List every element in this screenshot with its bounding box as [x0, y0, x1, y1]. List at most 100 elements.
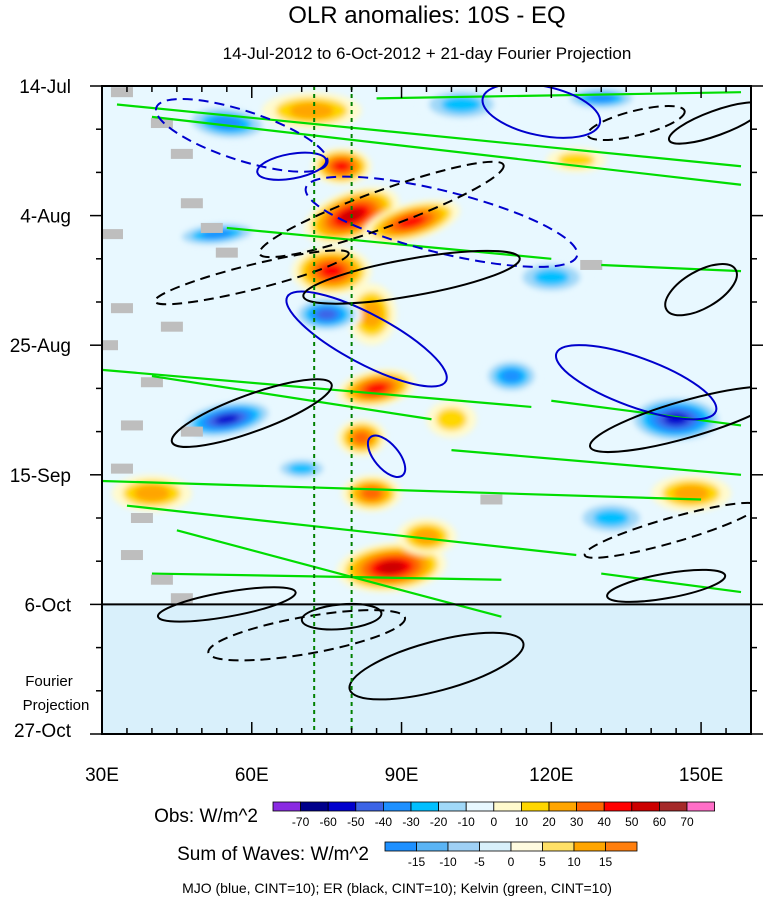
er-contour-10 [302, 249, 521, 305]
obs-legend-swatch-14 [659, 801, 688, 812]
er-contour-19 [664, 263, 738, 317]
waves-legend-label-4: 5 [539, 855, 546, 869]
obs-legend-swatch-11 [576, 801, 605, 812]
anomaly-blob-16-level-5 [214, 414, 239, 425]
projection-field [102, 604, 751, 734]
anomaly-blob-6-level-4 [365, 382, 388, 394]
waves-legend-colorbar: -15 -10 -5 0 5 10 15 [384, 841, 638, 869]
er-contour-7 [586, 105, 686, 142]
kelvin-contour-6 [151, 374, 432, 421]
anomaly-blob-7-level-3 [352, 431, 371, 445]
obs-legend-swatch-3 [355, 801, 384, 812]
obs-legend-swatch-8 [493, 801, 522, 812]
obs-legend-label-9: 20 [542, 815, 556, 829]
anomaly-blob-22-level-1 [436, 407, 467, 431]
kelvin-contour-1 [151, 115, 742, 186]
anomaly-blob-12-level-2 [441, 96, 482, 113]
waves-legend-swatch-0 [384, 841, 417, 852]
er-contour-13 [588, 385, 751, 454]
anomaly-blob-20-level-2 [288, 463, 316, 475]
obs-legend-label-12: 50 [625, 815, 639, 829]
anomaly-blob-15-level-4 [316, 309, 337, 320]
obs-legend-swatch-15 [686, 801, 716, 812]
missing-block-5 [215, 247, 238, 258]
obs-legend-label-5: -20 [430, 815, 448, 829]
obs-legend-colorbar: -70 -60 -50 -40 -30 -20 -10 0 10 20 30 40 50 60 70 [272, 801, 716, 829]
obs-legend-swatch-1 [300, 801, 329, 812]
waves-legend-swatch-5 [542, 841, 575, 852]
anomaly-blob-0-level-2 [289, 102, 334, 119]
kelvin-contour-13 [601, 572, 742, 594]
y-axis: 14-Jul 4-Aug 25-Aug 15-Sep 6-Oct 27-Oct [10, 77, 763, 742]
obs-legend-label-1: -60 [320, 815, 338, 829]
waves-legend-label-3: 0 [508, 855, 515, 869]
anomaly-blob-4-level-4 [320, 264, 344, 279]
y-tick-label-3: 15-Sep [10, 466, 71, 487]
er-contour-15 [156, 586, 297, 623]
footnote: MJO (blue, CINT=10); ER (black, CINT=10)… [182, 880, 612, 896]
waves-legend-swatch-6 [573, 841, 606, 852]
anomaly-blob-23-level-2 [673, 485, 709, 502]
obs-legend-label-13: 60 [653, 815, 667, 829]
obs-legend-label-7: 0 [490, 815, 497, 829]
er-contour-18 [348, 631, 525, 701]
obs-legend-swatch-4 [382, 801, 412, 812]
obs-legend-label-2: -50 [347, 815, 365, 829]
waves-legend-swatch-3 [479, 841, 512, 852]
missing-block-1 [150, 118, 173, 129]
obs-legend-title: Obs: W/m^2 [154, 806, 258, 827]
x-tick-label-4: 150E [679, 765, 723, 786]
waves-legend-swatch-1 [416, 841, 449, 852]
missing-block-11 [120, 420, 143, 431]
mjo-contour-5 [554, 344, 718, 421]
waves-legend: Sum of Waves: W/m^2 -15 -10 -5 0 5 10 15 [177, 841, 638, 869]
y-tick-label-1: 4-Aug [20, 207, 71, 228]
y-tick-label-4: 6-Oct [25, 595, 72, 616]
missing-block-10 [140, 377, 163, 388]
kelvin-contour-8 [126, 504, 577, 557]
obs-legend: Obs: W/m^2 -70 -60 -50 -40 -30 -20 -10 0 10 20 30 4… [154, 801, 716, 829]
waves-legend-label-1: -10 [439, 855, 457, 869]
kelvin-contour-5 [102, 368, 532, 409]
kelvin-contour-3 [376, 91, 742, 100]
waves-legend-title: Sum of Waves: W/m^2 [177, 844, 369, 865]
waves-legend-swatch-7 [605, 841, 638, 852]
projection-label-line2: Projection [23, 697, 90, 714]
anomaly-blob-18-level-2 [533, 269, 570, 286]
wave-contours [153, 86, 751, 701]
anomaly-blob-21-level-2 [593, 509, 629, 527]
missing-block-0 [110, 87, 133, 98]
missing-block-15 [120, 550, 143, 561]
missing-block-14 [130, 513, 153, 523]
missing-block-4 [200, 222, 223, 233]
missing-block-8 [160, 321, 183, 332]
waves-legend-label-0: -15 [408, 855, 426, 869]
mjo-contour-6 [366, 434, 407, 478]
obs-legend-swatch-10 [548, 801, 578, 812]
obs-legend-label-0: -70 [292, 815, 310, 829]
anomaly-blob-1-level-4 [333, 160, 351, 172]
obs-legend-swatch-0 [272, 801, 302, 812]
y-tick-label-2: 25-Aug [10, 336, 71, 357]
er-contour-8 [258, 160, 505, 259]
er-contour-20 [606, 568, 727, 603]
er-contour-11 [667, 101, 751, 145]
chart-subtitle: 14-Jul-2012 to 6-Oct-2012 + 21-day Fouri… [223, 44, 632, 63]
waves-legend-swatch-4 [510, 841, 543, 852]
obs-legend-label-8: 10 [515, 815, 529, 829]
missing-block-7 [110, 303, 133, 314]
mjo-contour-3 [256, 151, 328, 181]
missing-block-3 [180, 198, 203, 209]
missing-block-12 [180, 426, 203, 437]
projection-background [102, 604, 751, 734]
obs-legend-swatch-12 [603, 801, 633, 812]
obs-legend-label-10: 30 [570, 815, 584, 829]
x-tick-label-3: 120E [529, 765, 573, 786]
obs-legend-label-6: -10 [458, 815, 476, 829]
er-contour-14 [583, 501, 751, 559]
missing-data-blocks [102, 87, 603, 604]
kelvin-contour-9 [176, 529, 502, 618]
missing-block-19 [480, 494, 503, 505]
anomaly-blob-3-level-4 [397, 215, 426, 229]
anomaly-blob-19-level-3 [500, 369, 522, 383]
